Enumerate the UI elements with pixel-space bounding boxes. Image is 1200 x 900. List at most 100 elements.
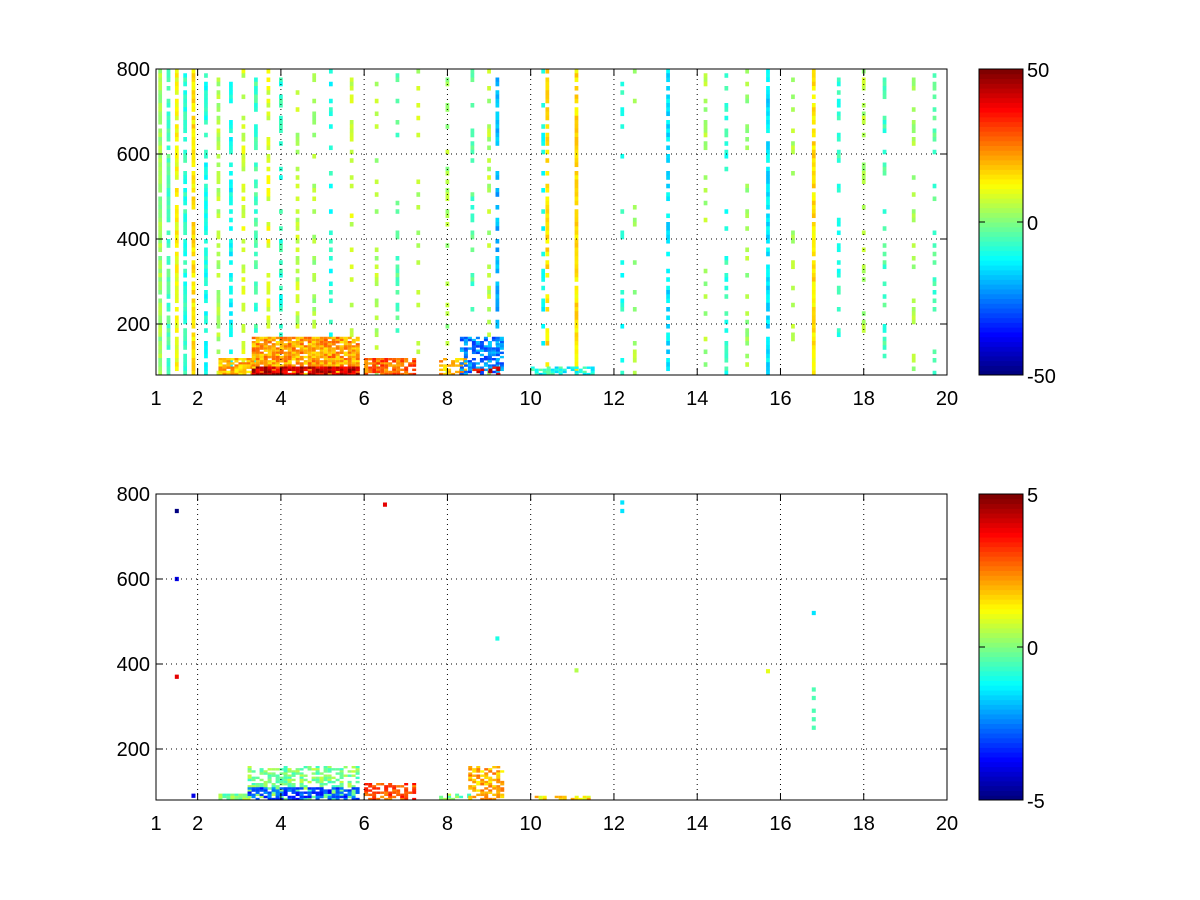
heatmap-cell: [666, 285, 670, 291]
heatmap-cell: [327, 336, 332, 340]
heatmap-cell: [174, 69, 179, 74]
heatmap-cell: [476, 368, 481, 372]
heatmap-cell: [484, 768, 489, 771]
heatmap-cell: [229, 328, 233, 333]
heatmap-cell: [216, 273, 221, 278]
colorbar-swatch: [979, 508, 1023, 514]
heatmap-cell: [254, 307, 258, 312]
heatmap-cell: [836, 98, 841, 104]
heatmap-cell: [472, 789, 477, 792]
heatmap-cell: [666, 222, 670, 227]
heatmap-cell: [327, 778, 332, 782]
heatmap-cell: [204, 192, 208, 197]
heatmap-cell: [416, 243, 421, 248]
colorbar-swatch: [979, 589, 1023, 595]
heatmap-cell: [319, 780, 324, 784]
heatmap-cell: [372, 366, 377, 369]
heatmap-cell: [174, 217, 179, 223]
heatmap-cell: [836, 222, 841, 227]
heatmap-cell: [319, 787, 324, 790]
heatmap-cell: [475, 343, 480, 346]
heatmap-cell: [541, 137, 546, 142]
heatmap-cell: [229, 200, 233, 206]
heatmap-cell: [295, 166, 300, 172]
heatmap-cell: [279, 103, 283, 108]
heatmap-cell: [327, 774, 332, 777]
heatmap-cell: [328, 281, 333, 287]
heatmap-cell: [766, 302, 770, 308]
heatmap-cell: [229, 183, 233, 189]
heatmap-cell: [279, 115, 283, 121]
heatmap-cell: [395, 98, 400, 104]
heatmap-cell: [882, 209, 887, 214]
heatmap-cell: [932, 281, 937, 287]
heatmap-cell: [349, 222, 354, 227]
heatmap-cell: [174, 315, 179, 321]
heatmap-cell: [303, 791, 308, 794]
heatmap-cell: [495, 358, 500, 361]
heatmap-cell: [275, 353, 280, 357]
heatmap-cell: [266, 103, 271, 108]
heatmap-cell: [471, 341, 476, 344]
heatmap-cell: [372, 795, 377, 799]
heatmap-cell: [487, 273, 491, 278]
heatmap-cell: [811, 260, 816, 265]
heatmap-cell: [166, 200, 171, 206]
heatmap-cell: [480, 780, 485, 784]
heatmap-cell: [319, 336, 324, 340]
heatmap-cell: [620, 154, 625, 159]
heatmap-cell: [327, 355, 332, 359]
heatmap-cell: [416, 302, 421, 308]
heatmap-cell: [191, 315, 196, 321]
heatmap-cell: [307, 362, 312, 365]
heatmap-cell: [395, 132, 400, 138]
heatmap-cell: [234, 364, 239, 367]
heatmap-cell: [331, 353, 336, 357]
heatmap-cell: [632, 358, 637, 363]
heatmap-cell: [216, 332, 221, 338]
heatmap-cell: [534, 368, 539, 372]
heatmap-cell: [811, 234, 816, 240]
heatmap-cell: [241, 307, 246, 312]
heatmap-cell: [295, 196, 300, 202]
heatmap-cell: [295, 298, 300, 304]
heatmap-cell: [349, 213, 354, 219]
heatmap-cell: [254, 98, 258, 104]
heatmap-cell: [287, 783, 292, 786]
heatmap-cell: [554, 370, 559, 374]
heatmap-cells: [174, 500, 816, 801]
heatmap-cell: [666, 341, 670, 346]
heatmap-cell: [811, 358, 816, 363]
heatmap-cell: [222, 372, 227, 376]
heatmap-cell: [174, 132, 179, 138]
heatmap-cell: [574, 362, 579, 367]
heatmap-cell: [311, 343, 316, 346]
heatmap-cell: [327, 360, 332, 363]
heatmap-cell: [275, 780, 280, 784]
heatmap-cell: [335, 772, 340, 775]
heatmap-cell: [218, 372, 223, 376]
heatmap-cell: [479, 372, 484, 376]
heatmap-cell: [339, 793, 344, 797]
heatmap-cell: [911, 209, 916, 214]
heatmap-cell: [303, 766, 308, 769]
heatmap-cell: [574, 795, 579, 799]
colorbar-tick-label: 0: [1027, 213, 1038, 235]
heatmap-cell: [315, 787, 320, 790]
heatmap-cell: [574, 226, 579, 231]
heatmap-cell: [766, 200, 770, 206]
colorbar-swatch: [979, 537, 1023, 543]
heatmap-cell: [911, 315, 916, 321]
heatmap-cell: [488, 783, 493, 786]
heatmap-cell: [255, 789, 260, 792]
heatmap-cell: [158, 128, 163, 134]
heatmap-cell: [158, 107, 163, 112]
heatmap-cell: [263, 364, 268, 367]
heatmap-cell: [287, 797, 292, 801]
heatmap-cell: [254, 324, 258, 329]
heatmap-cell: [291, 349, 296, 352]
heatmap-cell: [487, 307, 491, 312]
heatmap-cell: [331, 362, 336, 365]
heatmap-cell: [480, 368, 485, 372]
heatmap-cell: [339, 768, 344, 771]
